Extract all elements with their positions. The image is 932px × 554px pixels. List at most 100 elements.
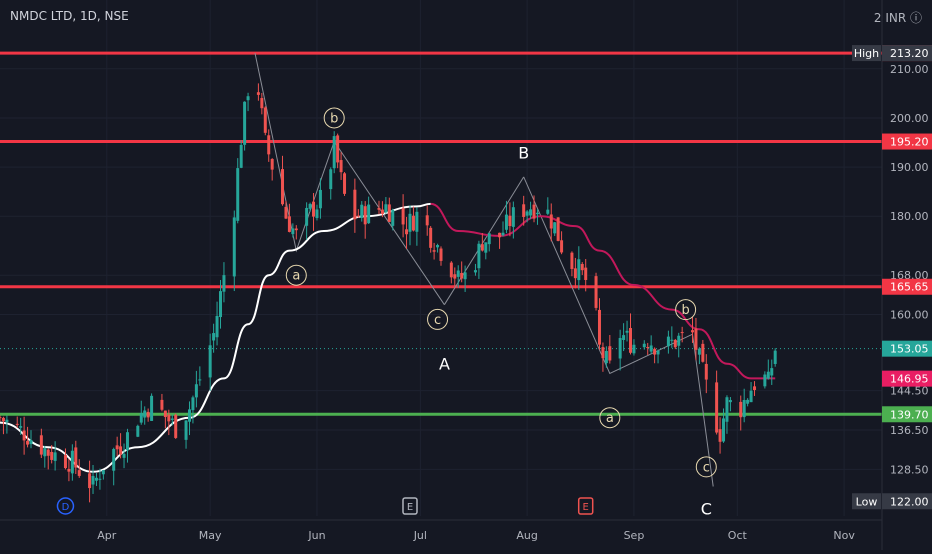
candle-body <box>632 344 636 354</box>
candle-body <box>436 245 440 248</box>
price-badge <box>882 45 932 62</box>
wave-label: a <box>292 269 300 284</box>
candle-body <box>746 399 750 404</box>
candle-body <box>146 411 150 418</box>
wave-label: A <box>439 355 450 374</box>
candle-body <box>749 390 753 403</box>
candle-body <box>473 270 477 273</box>
candle-body <box>380 209 384 214</box>
price-tick-label: 160.00 <box>890 309 929 322</box>
wave-label: b <box>330 111 338 126</box>
candle-body <box>305 207 309 226</box>
candle-body <box>50 451 54 460</box>
level-price-label: 165.65 <box>890 281 929 294</box>
wave-labels: b a c A Ba b c C <box>285 107 717 519</box>
wave-label: B <box>518 143 529 162</box>
candle-body <box>484 242 488 253</box>
dividend-marker-icon <box>56 497 75 515</box>
candle-body <box>691 330 695 333</box>
candle-body <box>549 214 553 229</box>
candle-body <box>405 229 409 235</box>
candle-body <box>694 328 698 350</box>
candle-body <box>604 350 608 364</box>
candle-body <box>487 233 491 245</box>
candle-body <box>501 232 505 236</box>
candle-body <box>680 332 684 334</box>
candle-body <box>43 448 47 457</box>
candle-body <box>763 374 767 387</box>
wave-label: C <box>701 500 712 519</box>
price-badge <box>882 340 932 357</box>
candle-body <box>184 420 188 440</box>
candle-body <box>150 395 154 421</box>
candle-body <box>363 206 367 225</box>
candle-body <box>143 410 147 418</box>
candle-body <box>504 214 508 230</box>
candle-body <box>70 450 74 474</box>
price-tick-label: 190.00 <box>890 161 929 174</box>
candle-body <box>463 272 467 280</box>
candle-body <box>508 215 512 227</box>
time-tick-label: Oct <box>728 529 748 542</box>
candle-body <box>546 209 550 214</box>
candle-body <box>570 252 574 269</box>
candle-body <box>232 217 236 277</box>
price-tick-label: 210.00 <box>890 63 929 76</box>
candle-body <box>281 169 285 205</box>
candle-body <box>377 207 381 210</box>
candle-body <box>625 330 629 333</box>
price-badge <box>882 493 932 510</box>
candle-body <box>742 400 746 418</box>
time-tick-label: Aug <box>516 529 537 542</box>
price-tick-label: 136.50 <box>890 424 929 437</box>
candle-body <box>718 429 722 442</box>
event-marker-label: E <box>407 502 413 513</box>
candle-body <box>53 452 57 461</box>
candle-body <box>291 228 295 235</box>
candle-body <box>5 419 9 423</box>
candle-body <box>160 399 164 410</box>
candle-body <box>94 477 98 481</box>
candle-body <box>573 268 577 279</box>
candle-body <box>122 453 126 458</box>
candle-body <box>294 228 298 231</box>
candle-body <box>601 347 605 359</box>
candle-body <box>722 418 726 442</box>
candle-body <box>646 347 650 349</box>
earnings-marker-icon <box>402 497 418 515</box>
time-tick-label: Nov <box>833 529 855 542</box>
wave-label: c <box>703 460 710 475</box>
level-price-badge <box>882 133 932 150</box>
candle-body <box>642 343 646 348</box>
level-price-label: 139.70 <box>890 408 929 421</box>
candle-body <box>618 337 622 359</box>
price-tick-label: 128.50 <box>890 463 929 476</box>
candle-body <box>704 363 708 380</box>
elliott-wave-line <box>443 176 525 305</box>
candle-body <box>246 96 250 101</box>
candles <box>0 83 777 503</box>
candle-body <box>15 423 19 425</box>
candle-body <box>46 449 50 456</box>
wave-label-circle <box>285 264 307 286</box>
price-badges: 213.20195.20165.65139.70213.20High122.00… <box>852 45 932 510</box>
candle-body <box>608 346 612 361</box>
candle-body <box>267 135 271 155</box>
price-badge-tag-label: Low <box>856 495 878 508</box>
candle-body <box>215 315 219 338</box>
candle-body <box>553 222 557 234</box>
candle-body <box>384 204 388 213</box>
price-badge-label: 122.00 <box>890 495 929 508</box>
candle-body <box>511 207 515 227</box>
candle-body <box>360 204 364 219</box>
candle-body <box>243 101 247 145</box>
price-scale-settings[interactable]: 2 INR ⓘ <box>873 11 922 25</box>
candle-body <box>766 371 770 379</box>
wave-label: b <box>681 303 689 318</box>
candle-body <box>112 449 116 471</box>
elliott-wave-line <box>254 52 445 305</box>
candle-body <box>697 348 701 355</box>
candle-body <box>556 217 560 241</box>
